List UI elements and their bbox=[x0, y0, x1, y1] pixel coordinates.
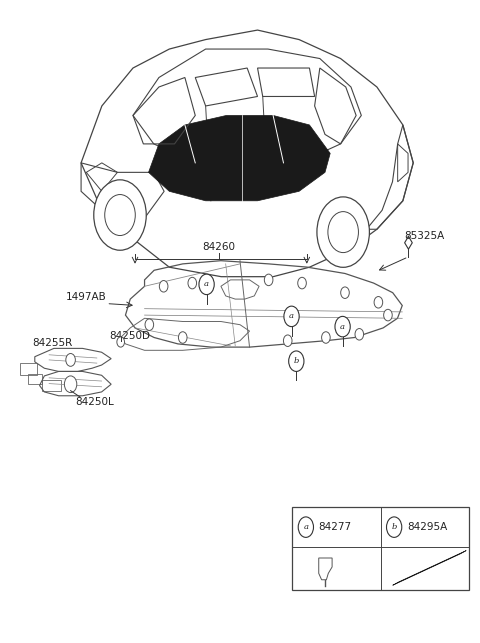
Circle shape bbox=[159, 280, 168, 292]
Circle shape bbox=[355, 329, 364, 340]
Text: b: b bbox=[294, 358, 299, 365]
Circle shape bbox=[386, 517, 402, 538]
Circle shape bbox=[288, 351, 304, 372]
Text: a: a bbox=[303, 523, 308, 531]
Circle shape bbox=[188, 277, 197, 289]
Circle shape bbox=[317, 197, 370, 267]
Circle shape bbox=[322, 332, 330, 343]
Text: 84260: 84260 bbox=[202, 242, 235, 252]
Text: 84295A: 84295A bbox=[407, 522, 447, 532]
Circle shape bbox=[341, 287, 349, 298]
Circle shape bbox=[328, 212, 359, 253]
Bar bbox=[292, 507, 469, 590]
Text: 84277: 84277 bbox=[319, 522, 352, 532]
Circle shape bbox=[117, 337, 124, 347]
Circle shape bbox=[374, 296, 383, 308]
Text: a: a bbox=[289, 312, 294, 320]
Circle shape bbox=[145, 319, 154, 331]
Circle shape bbox=[199, 274, 214, 294]
Text: a: a bbox=[204, 280, 209, 288]
Polygon shape bbox=[148, 116, 330, 201]
Circle shape bbox=[94, 180, 146, 250]
Circle shape bbox=[384, 309, 392, 321]
Text: 1497AB: 1497AB bbox=[66, 293, 107, 302]
Circle shape bbox=[298, 277, 306, 289]
Circle shape bbox=[284, 306, 299, 327]
Circle shape bbox=[105, 195, 135, 235]
Circle shape bbox=[335, 316, 350, 337]
Text: b: b bbox=[392, 523, 397, 531]
Circle shape bbox=[179, 332, 187, 343]
Circle shape bbox=[66, 354, 75, 367]
Text: 84250D: 84250D bbox=[109, 331, 150, 341]
Polygon shape bbox=[393, 550, 466, 585]
Text: 85325A: 85325A bbox=[405, 231, 445, 242]
Circle shape bbox=[298, 517, 313, 538]
Text: a: a bbox=[340, 323, 345, 331]
Circle shape bbox=[283, 335, 292, 347]
Text: 84250L: 84250L bbox=[75, 397, 114, 407]
Circle shape bbox=[264, 274, 273, 285]
Circle shape bbox=[64, 376, 77, 393]
Text: 84255R: 84255R bbox=[33, 338, 72, 349]
